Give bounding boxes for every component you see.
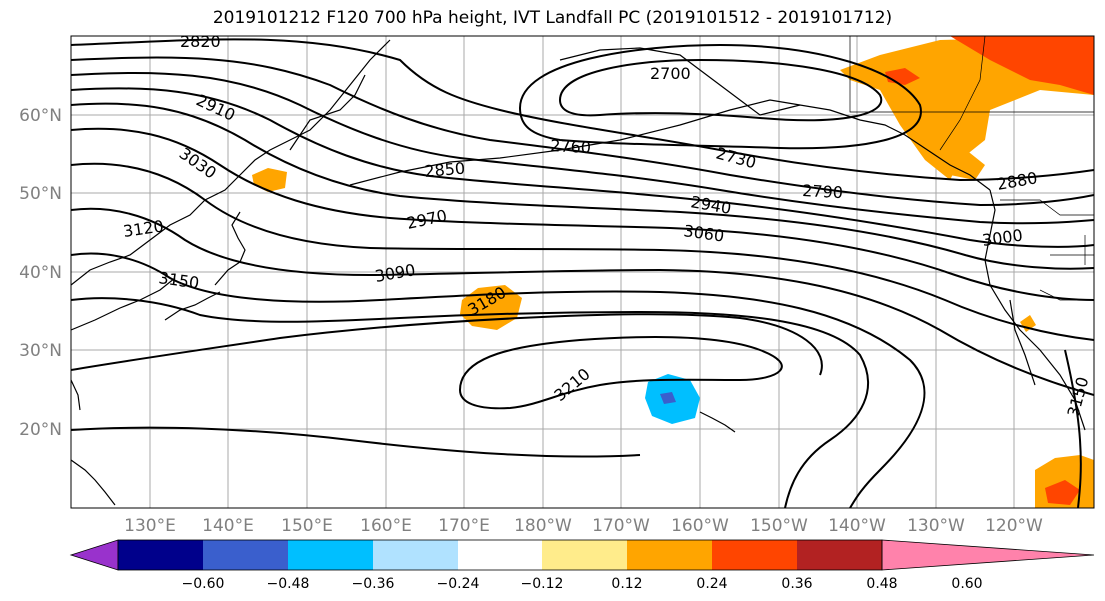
- lon-label: 150°W: [750, 516, 808, 536]
- height-contours: [71, 38, 1094, 508]
- colorbar-segment: [118, 540, 203, 570]
- colorbar-segment: [288, 540, 373, 570]
- colorbar-tick-label: 0.36: [781, 576, 812, 592]
- colorbar-tick-label: −0.48: [267, 576, 310, 592]
- latitude-labels: 60°N 50°N 40°N 30°N 20°N: [19, 106, 62, 440]
- colorbar-segment: [627, 540, 712, 570]
- lon-label: 170°W: [592, 516, 650, 536]
- contour-label: 2850: [424, 159, 466, 181]
- lon-label: 130°W: [907, 516, 965, 536]
- contour-label: 2760: [550, 136, 592, 157]
- colorbar-segment: [542, 540, 627, 570]
- colorbar-segment: [203, 540, 288, 570]
- lat-label: 50°N: [19, 184, 62, 204]
- colorbar-tick-label: −0.60: [182, 576, 225, 592]
- contour-label: 2700: [650, 64, 691, 83]
- colorbar-tick-labels: −0.60 −0.48 −0.36 −0.24 −0.12 0.12 0.24 …: [182, 576, 983, 592]
- map-title: 2019101212 F120 700 hPa height, IVT Land…: [212, 8, 893, 28]
- colorbar-extend-left: [69, 539, 119, 571]
- colorbar: −0.60 −0.48 −0.36 −0.24 −0.12 0.12 0.24 …: [69, 539, 1095, 592]
- coastlines: [71, 39, 1086, 506]
- colorbar-tick-label: −0.12: [521, 576, 564, 592]
- lat-label: 60°N: [19, 106, 62, 126]
- lon-label: 140°W: [828, 516, 886, 536]
- colorbar-segment: [458, 540, 542, 570]
- colorbar-segment: [712, 540, 797, 570]
- lon-label: 160°W: [671, 516, 729, 536]
- contour-label: 2790: [802, 181, 844, 202]
- colorbar-tick-label: 0.24: [696, 576, 727, 592]
- lon-label: 170°E: [438, 516, 490, 536]
- map-border: [70, 35, 1095, 509]
- lon-label: 180°W: [514, 516, 572, 536]
- longitude-labels: 130°E 140°E 150°E 160°E 170°E 180°W 170°…: [124, 516, 1043, 536]
- colorbar-tick-label: 0.48: [866, 576, 897, 592]
- lon-label: 160°E: [360, 516, 412, 536]
- colorbar-tick-label: 0.60: [951, 576, 982, 592]
- colorbar-outline: [117, 539, 883, 571]
- colorbar-tick-label: −0.24: [437, 576, 480, 592]
- colorbar-extend-right: [881, 539, 1095, 571]
- colorbar-tick-label: 0.12: [611, 576, 642, 592]
- lon-label: 150°E: [281, 516, 333, 536]
- lon-label: 130°E: [124, 516, 176, 536]
- lon-label: 120°W: [985, 516, 1043, 536]
- lat-label: 40°N: [19, 263, 62, 283]
- colorbar-segment: [373, 540, 458, 570]
- lon-label: 140°E: [202, 516, 254, 536]
- lat-label: 20°N: [19, 420, 62, 440]
- contour-label: 2820: [180, 32, 221, 51]
- lat-label: 30°N: [19, 341, 62, 361]
- colorbar-tick-label: −0.36: [352, 576, 395, 592]
- colorbar-segment: [797, 540, 882, 570]
